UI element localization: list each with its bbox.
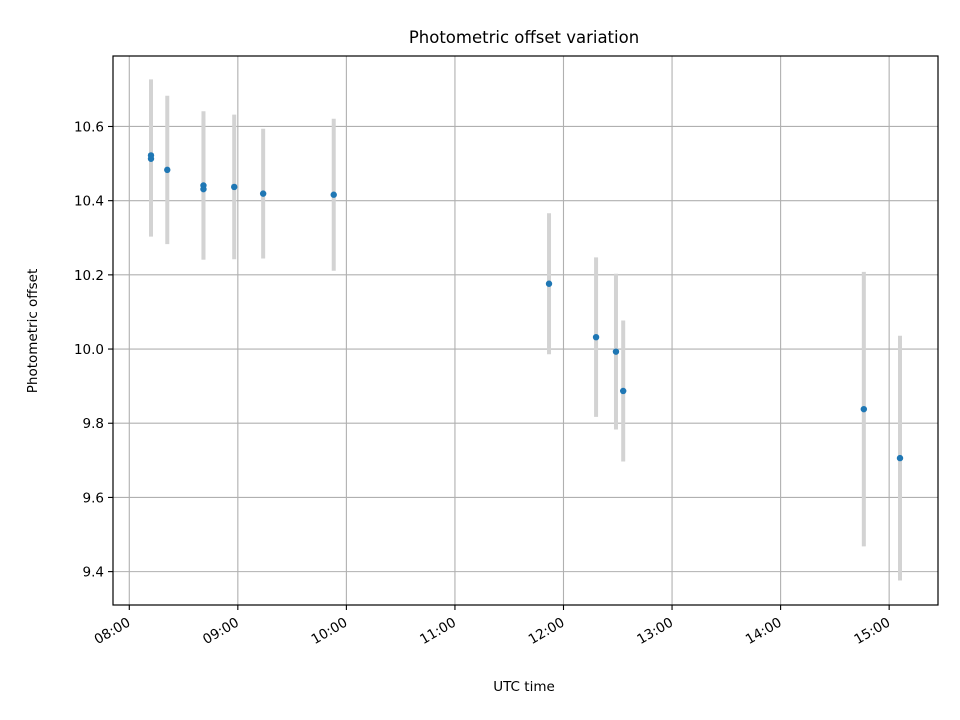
y-tick-label: 10.6 bbox=[74, 119, 104, 135]
chart-title: Photometric offset variation bbox=[409, 28, 639, 47]
plot-frame bbox=[112, 55, 939, 606]
data-point bbox=[592, 333, 600, 341]
x-tick-label: 08:00 bbox=[92, 615, 134, 648]
x-tick-label: 13:00 bbox=[634, 615, 676, 648]
data-point bbox=[147, 152, 155, 159]
data-point bbox=[896, 454, 904, 462]
y-tick-label: 10.0 bbox=[74, 342, 104, 358]
x-tick-label: 09:00 bbox=[200, 615, 242, 648]
data-point bbox=[231, 183, 238, 191]
x-tick-label: 11:00 bbox=[417, 615, 459, 648]
y-axis-label: Photometric offset bbox=[25, 269, 41, 393]
x-tick-label: 14:00 bbox=[743, 615, 785, 648]
y-tick-label: 9.4 bbox=[83, 565, 104, 581]
grid bbox=[113, 56, 938, 605]
x-tick-label: 12:00 bbox=[526, 615, 568, 648]
x-tick-label: 15:00 bbox=[851, 615, 893, 648]
y-tick-label: 10.2 bbox=[74, 268, 104, 284]
y-ticks: 9.4 9.6 9.8 10.0 10.2 10.4 10.6 bbox=[74, 119, 113, 581]
x-ticks: 08:00 09:00 10:00 11:00 12:00 13:00 14:00 15:00 bbox=[92, 605, 893, 648]
y-tick-label: 10.4 bbox=[74, 194, 104, 210]
data-point bbox=[164, 166, 171, 174]
data-point bbox=[612, 348, 620, 355]
data-point bbox=[619, 387, 627, 395]
y-tick-label: 9.6 bbox=[83, 490, 104, 506]
errorbars bbox=[148, 79, 903, 581]
x-tick-label: 10:00 bbox=[309, 615, 351, 648]
x-axis-label: UTC time bbox=[493, 679, 555, 695]
y-tick-label: 9.8 bbox=[83, 416, 104, 432]
data-point bbox=[545, 280, 553, 287]
data-point bbox=[259, 190, 267, 197]
data-points bbox=[147, 152, 904, 462]
data-point bbox=[200, 185, 207, 193]
data-point bbox=[860, 405, 868, 413]
data-point bbox=[330, 191, 337, 198]
